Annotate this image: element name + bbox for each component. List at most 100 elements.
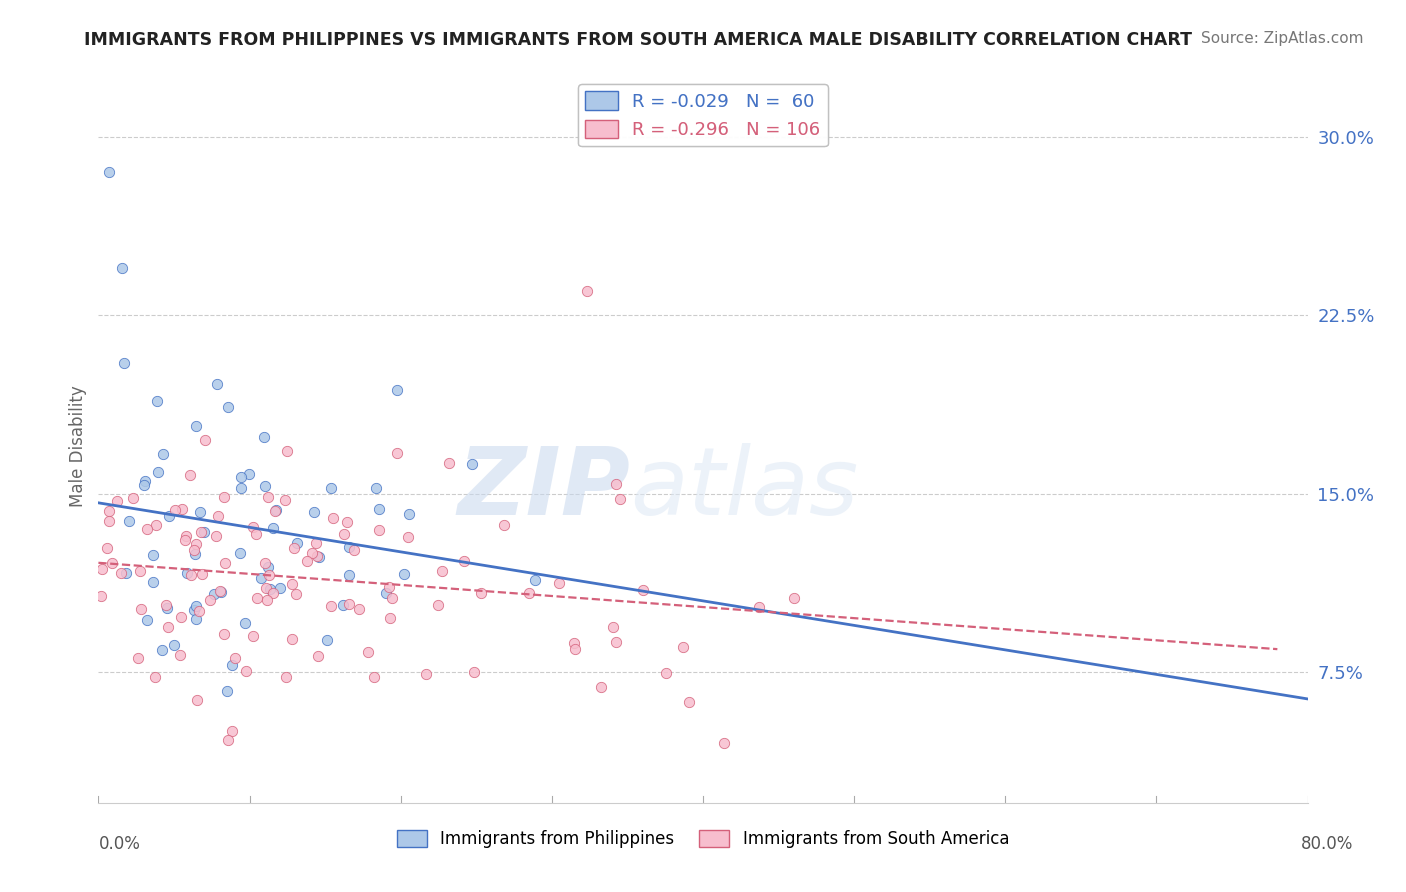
Point: [319, 481, 342, 495]
Point: [322, 511, 344, 525]
Point: [235, 665, 257, 679]
Point: [209, 585, 232, 599]
Point: [97, 504, 120, 518]
Point: [517, 586, 540, 600]
Point: [157, 509, 180, 524]
Point: [605, 476, 627, 491]
Point: [281, 577, 304, 591]
Point: [115, 566, 138, 580]
Point: [90, 589, 112, 603]
Point: [186, 692, 208, 706]
Point: [145, 518, 167, 533]
Point: [214, 556, 236, 570]
Point: [184, 537, 207, 551]
Point: [190, 567, 212, 582]
Point: [229, 546, 252, 560]
Point: [188, 604, 211, 618]
Point: [453, 553, 475, 567]
Point: [308, 550, 330, 565]
Point: [287, 536, 309, 550]
Point: [364, 481, 387, 495]
Point: [254, 581, 277, 595]
Point: [343, 543, 366, 558]
Point: [245, 527, 267, 541]
Point: [654, 666, 676, 681]
Point: [378, 580, 401, 594]
Point: [143, 670, 166, 684]
Point: [186, 419, 208, 434]
Point: [205, 376, 228, 391]
Text: 0.0%: 0.0%: [98, 835, 141, 853]
Point: [184, 612, 207, 626]
Point: [367, 523, 389, 537]
Point: [205, 529, 228, 543]
Point: [332, 598, 354, 612]
Text: Source: ZipAtlas.com: Source: ZipAtlas.com: [1201, 31, 1364, 46]
Point: [184, 599, 207, 614]
Point: [96, 541, 118, 556]
Point: [193, 524, 215, 539]
Point: [163, 503, 186, 517]
Point: [363, 670, 385, 684]
Point: [257, 491, 280, 505]
Point: [396, 530, 419, 544]
Point: [217, 733, 239, 747]
Point: [305, 549, 328, 563]
Point: [262, 586, 284, 600]
Point: [264, 503, 287, 517]
Point: [337, 568, 360, 582]
Point: [748, 599, 770, 614]
Point: [111, 260, 134, 275]
Point: [256, 593, 278, 607]
Point: [183, 602, 205, 616]
Point: [174, 529, 197, 543]
Point: [118, 514, 141, 528]
Point: [562, 635, 585, 649]
Point: [368, 502, 391, 516]
Point: [316, 633, 339, 648]
Text: ZIP: ZIP: [457, 442, 630, 535]
Point: [337, 597, 360, 611]
Point: [284, 587, 307, 601]
Point: [221, 657, 243, 672]
Point: [259, 582, 281, 596]
Point: [385, 446, 408, 460]
Point: [179, 467, 201, 482]
Point: [274, 670, 297, 684]
Point: [264, 503, 287, 517]
Point: [415, 667, 437, 681]
Point: [110, 566, 132, 580]
Point: [208, 584, 231, 599]
Point: [221, 723, 243, 738]
Point: [253, 557, 276, 571]
Point: [212, 626, 235, 640]
Point: [576, 285, 599, 299]
Point: [333, 527, 356, 541]
Point: [321, 599, 343, 613]
Point: [609, 492, 631, 507]
Point: [524, 573, 547, 587]
Point: [492, 517, 515, 532]
Point: [307, 648, 329, 663]
Point: [347, 602, 370, 616]
Point: [381, 591, 404, 605]
Point: [194, 433, 217, 447]
Point: [547, 576, 569, 591]
Point: [242, 520, 264, 534]
Text: 80.0%: 80.0%: [1301, 835, 1354, 853]
Point: [253, 478, 276, 492]
Point: [242, 630, 264, 644]
Point: [713, 736, 735, 750]
Point: [605, 635, 627, 649]
Point: [135, 613, 157, 627]
Point: [304, 535, 326, 549]
Point: [281, 632, 304, 646]
Point: [337, 540, 360, 554]
Point: [146, 465, 169, 479]
Point: [253, 430, 276, 444]
Point: [250, 571, 273, 585]
Point: [229, 481, 252, 495]
Point: [132, 477, 155, 491]
Point: [398, 507, 420, 521]
Point: [336, 515, 359, 529]
